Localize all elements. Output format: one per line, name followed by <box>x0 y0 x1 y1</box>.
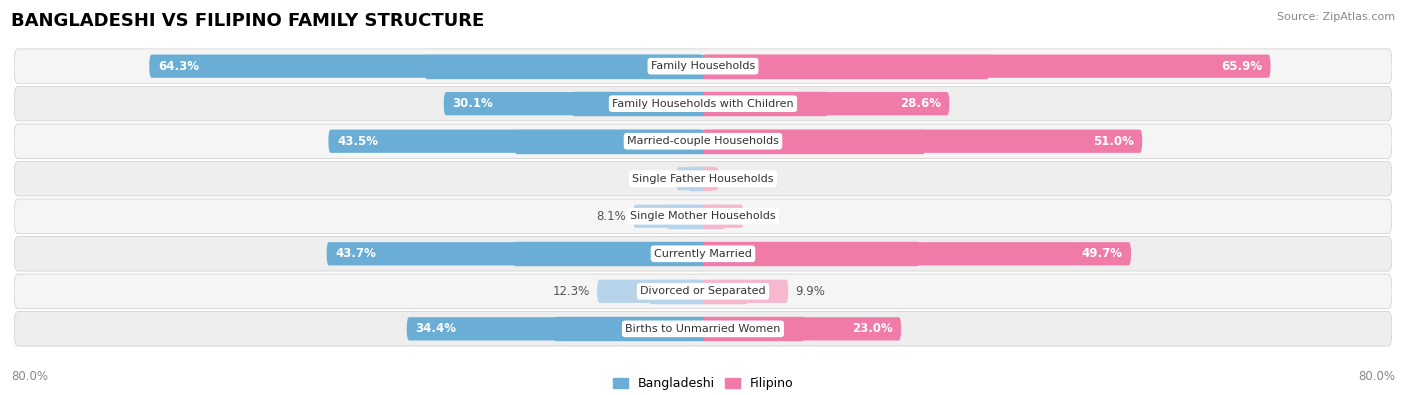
Text: Source: ZipAtlas.com: Source: ZipAtlas.com <box>1277 12 1395 22</box>
Bar <box>703 205 723 228</box>
FancyBboxPatch shape <box>14 312 1392 346</box>
Bar <box>703 92 827 115</box>
FancyBboxPatch shape <box>329 130 703 153</box>
Bar <box>703 242 917 265</box>
Text: Divorced or Separated: Divorced or Separated <box>640 286 766 296</box>
Text: 1.8%: 1.8% <box>725 172 755 185</box>
Text: 8.1%: 8.1% <box>596 210 626 223</box>
Bar <box>555 317 703 340</box>
Text: 43.5%: 43.5% <box>337 135 378 148</box>
Bar <box>703 317 801 340</box>
Text: 34.4%: 34.4% <box>415 322 457 335</box>
FancyBboxPatch shape <box>676 167 703 190</box>
FancyBboxPatch shape <box>703 92 949 115</box>
Text: 80.0%: 80.0% <box>11 370 48 383</box>
Text: 51.0%: 51.0% <box>1092 135 1133 148</box>
Text: Single Mother Households: Single Mother Households <box>630 211 776 221</box>
FancyBboxPatch shape <box>703 167 718 190</box>
Text: 43.7%: 43.7% <box>335 247 377 260</box>
FancyBboxPatch shape <box>14 124 1392 158</box>
Bar <box>703 167 711 190</box>
FancyBboxPatch shape <box>14 237 1392 271</box>
Bar <box>515 242 703 265</box>
Bar <box>426 55 703 78</box>
Bar <box>703 55 987 78</box>
Text: 3.1%: 3.1% <box>640 172 669 185</box>
Text: 9.9%: 9.9% <box>796 285 825 298</box>
FancyBboxPatch shape <box>703 280 789 303</box>
Legend: Bangladeshi, Filipino: Bangladeshi, Filipino <box>607 372 799 395</box>
FancyBboxPatch shape <box>14 274 1392 308</box>
Text: 4.7%: 4.7% <box>751 210 780 223</box>
Text: 30.1%: 30.1% <box>453 97 494 110</box>
Text: 49.7%: 49.7% <box>1081 247 1122 260</box>
Bar <box>703 130 922 153</box>
FancyBboxPatch shape <box>14 87 1392 121</box>
FancyBboxPatch shape <box>598 280 703 303</box>
Text: Family Households: Family Households <box>651 61 755 71</box>
FancyBboxPatch shape <box>444 92 703 115</box>
FancyBboxPatch shape <box>406 317 703 340</box>
FancyBboxPatch shape <box>703 317 901 340</box>
Text: 80.0%: 80.0% <box>1358 370 1395 383</box>
FancyBboxPatch shape <box>703 205 744 228</box>
Text: Family Households with Children: Family Households with Children <box>612 99 794 109</box>
FancyBboxPatch shape <box>703 130 1142 153</box>
Text: BANGLADESHI VS FILIPINO FAMILY STRUCTURE: BANGLADESHI VS FILIPINO FAMILY STRUCTURE <box>11 12 485 30</box>
Text: Currently Married: Currently Married <box>654 249 752 259</box>
FancyBboxPatch shape <box>326 242 703 265</box>
Text: Births to Unmarried Women: Births to Unmarried Women <box>626 324 780 334</box>
FancyBboxPatch shape <box>703 242 1130 265</box>
Text: Single Father Households: Single Father Households <box>633 174 773 184</box>
Text: 65.9%: 65.9% <box>1220 60 1263 73</box>
Bar <box>516 130 703 153</box>
FancyBboxPatch shape <box>149 55 703 78</box>
Bar <box>668 205 703 228</box>
Text: 64.3%: 64.3% <box>157 60 198 73</box>
FancyBboxPatch shape <box>14 199 1392 233</box>
Text: 28.6%: 28.6% <box>900 97 941 110</box>
Bar <box>703 280 745 303</box>
FancyBboxPatch shape <box>14 162 1392 196</box>
Text: 12.3%: 12.3% <box>553 285 591 298</box>
FancyBboxPatch shape <box>703 55 1271 78</box>
FancyBboxPatch shape <box>14 49 1392 83</box>
Text: Married-couple Households: Married-couple Households <box>627 136 779 146</box>
Bar <box>690 167 703 190</box>
FancyBboxPatch shape <box>633 205 703 228</box>
Bar <box>574 92 703 115</box>
Bar <box>650 280 703 303</box>
Text: 23.0%: 23.0% <box>852 322 893 335</box>
